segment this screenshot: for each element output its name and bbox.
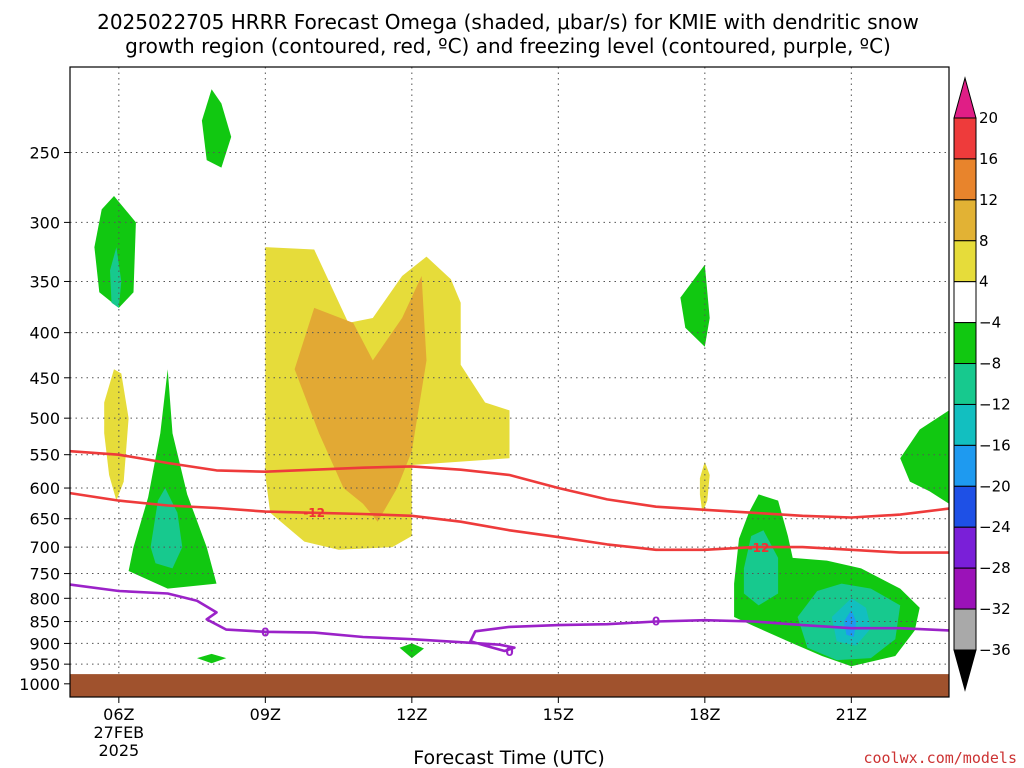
- y-tick-label-500: 500: [29, 409, 60, 428]
- contour-label-freezing-level: 0: [261, 626, 269, 640]
- y-tick-label-250: 250: [29, 144, 60, 163]
- x-tick-date: 27FEB: [94, 723, 145, 742]
- colorbar-label: −12: [979, 395, 1011, 413]
- x-tick-label-09Z: 09Z: [250, 705, 281, 724]
- y-tick-label-850: 850: [29, 613, 60, 632]
- colorbar-band: [953, 117, 977, 160]
- y-tick-label-350: 350: [29, 272, 60, 291]
- x-tick-label-15Z: 15Z: [543, 705, 574, 724]
- contour-label-freezing-level-label2: 0: [652, 615, 660, 629]
- colorbar-band: [953, 322, 977, 365]
- y-tick-label-1000: 1000: [19, 675, 60, 694]
- colorbar-label: 8: [979, 232, 989, 250]
- colorbar-bottom-arrow: [953, 649, 977, 692]
- y-tick-label-950: 950: [29, 655, 60, 674]
- colorbar-label: −36: [979, 641, 1011, 659]
- contour-dgz-upper: [69, 449, 950, 519]
- colorbar-band: [953, 281, 977, 324]
- colorbar-label: −16: [979, 436, 1011, 454]
- shade-green-top: [201, 89, 232, 168]
- y-tick-label-450: 450: [29, 369, 60, 388]
- colorbar-label: −28: [979, 559, 1011, 577]
- contour-dgz-lower: [69, 491, 949, 554]
- colorbar-band: [953, 485, 977, 528]
- chart-title-line2: growth region (contoured, red, ºC) and f…: [125, 34, 891, 58]
- colorbar-label: −24: [979, 518, 1011, 536]
- y-tick-label-650: 650: [29, 510, 60, 529]
- colorbar-label: 4: [979, 273, 989, 291]
- colorbar-band: [953, 403, 977, 446]
- x-axis-label: Forecast Time (UTC): [413, 747, 604, 768]
- x-tick-label-12Z: 12Z: [396, 705, 427, 724]
- shade-teal-0700: [150, 488, 183, 569]
- ground-surface: [70, 674, 949, 697]
- colorbar: 20 16 12 8 4 −4 −8 −12 −16 −20 −24 −28 −32 −36: [953, 76, 1011, 692]
- y-tick-label-800: 800: [29, 589, 60, 608]
- shade-orange-core: [294, 276, 427, 522]
- colorbar-label: 20: [979, 109, 998, 127]
- colorbar-label: −4: [979, 314, 1001, 332]
- credit-text: coolwx.com/models: [863, 749, 1017, 767]
- contour-label-dgz-lower: -12: [303, 506, 325, 520]
- x-tick-year: 2025: [98, 741, 139, 760]
- contour-label-dgz-lower-label2: -12: [748, 541, 770, 555]
- x-tick-label-21Z: 21Z: [836, 705, 867, 724]
- colorbar-label: 12: [979, 191, 998, 209]
- colorbar-label: −20: [979, 477, 1011, 495]
- shade-green-1800: [680, 264, 710, 347]
- plot-frame: [69, 66, 950, 698]
- shade-green-blob-lower: [197, 653, 227, 664]
- shade-teal-1900: [743, 530, 779, 606]
- chart-title-line1: 2025022705 HRRR Forecast Omega (shaded, …: [97, 10, 919, 34]
- colorbar-band: [953, 608, 977, 651]
- colorbar-band: [953, 363, 977, 405]
- y-tick-label-550: 550: [29, 446, 60, 465]
- colorbar-top-arrow: [953, 76, 977, 119]
- contours: -12 -12 0 0 0: [69, 449, 950, 659]
- colorbar-band: [953, 240, 977, 283]
- colorbar-label: −8: [979, 355, 1001, 373]
- x-tick-label-06Z: 06Z: [103, 705, 134, 724]
- y-axis-ticks: 250 300 350 400 450 500 550 600 650 700 750 800 850 9…: [19, 144, 70, 694]
- colorbar-band: [953, 567, 977, 610]
- shade-green-0700: [128, 369, 217, 589]
- y-tick-label-900: 900: [29, 634, 60, 653]
- colorbar-label: −32: [979, 600, 1011, 618]
- y-tick-label-750: 750: [29, 565, 60, 584]
- x-tick-label-18Z: 18Z: [689, 705, 720, 724]
- colorbar-band: [953, 158, 977, 201]
- colorbar-band: [953, 444, 977, 487]
- contour-freezing-level: [69, 583, 950, 653]
- colorbar-band: [953, 199, 977, 242]
- y-tick-label-300: 300: [29, 213, 60, 232]
- plot-area: -12 -12 0 0 0: [69, 66, 950, 698]
- colorbar-label: 16: [979, 150, 998, 168]
- y-tick-label-400: 400: [29, 324, 60, 343]
- shade-yellow-left: [104, 369, 129, 501]
- shade-green-right: [900, 410, 949, 504]
- omega-shading: [94, 89, 949, 667]
- colorbar-band: [953, 526, 977, 569]
- y-tick-label-600: 600: [29, 479, 60, 498]
- y-tick-label-700: 700: [29, 538, 60, 557]
- shade-blue-21z: [844, 610, 857, 637]
- shade-yellow-18z: [699, 461, 710, 513]
- contour-label-freezing-level-label3: 0: [505, 645, 513, 659]
